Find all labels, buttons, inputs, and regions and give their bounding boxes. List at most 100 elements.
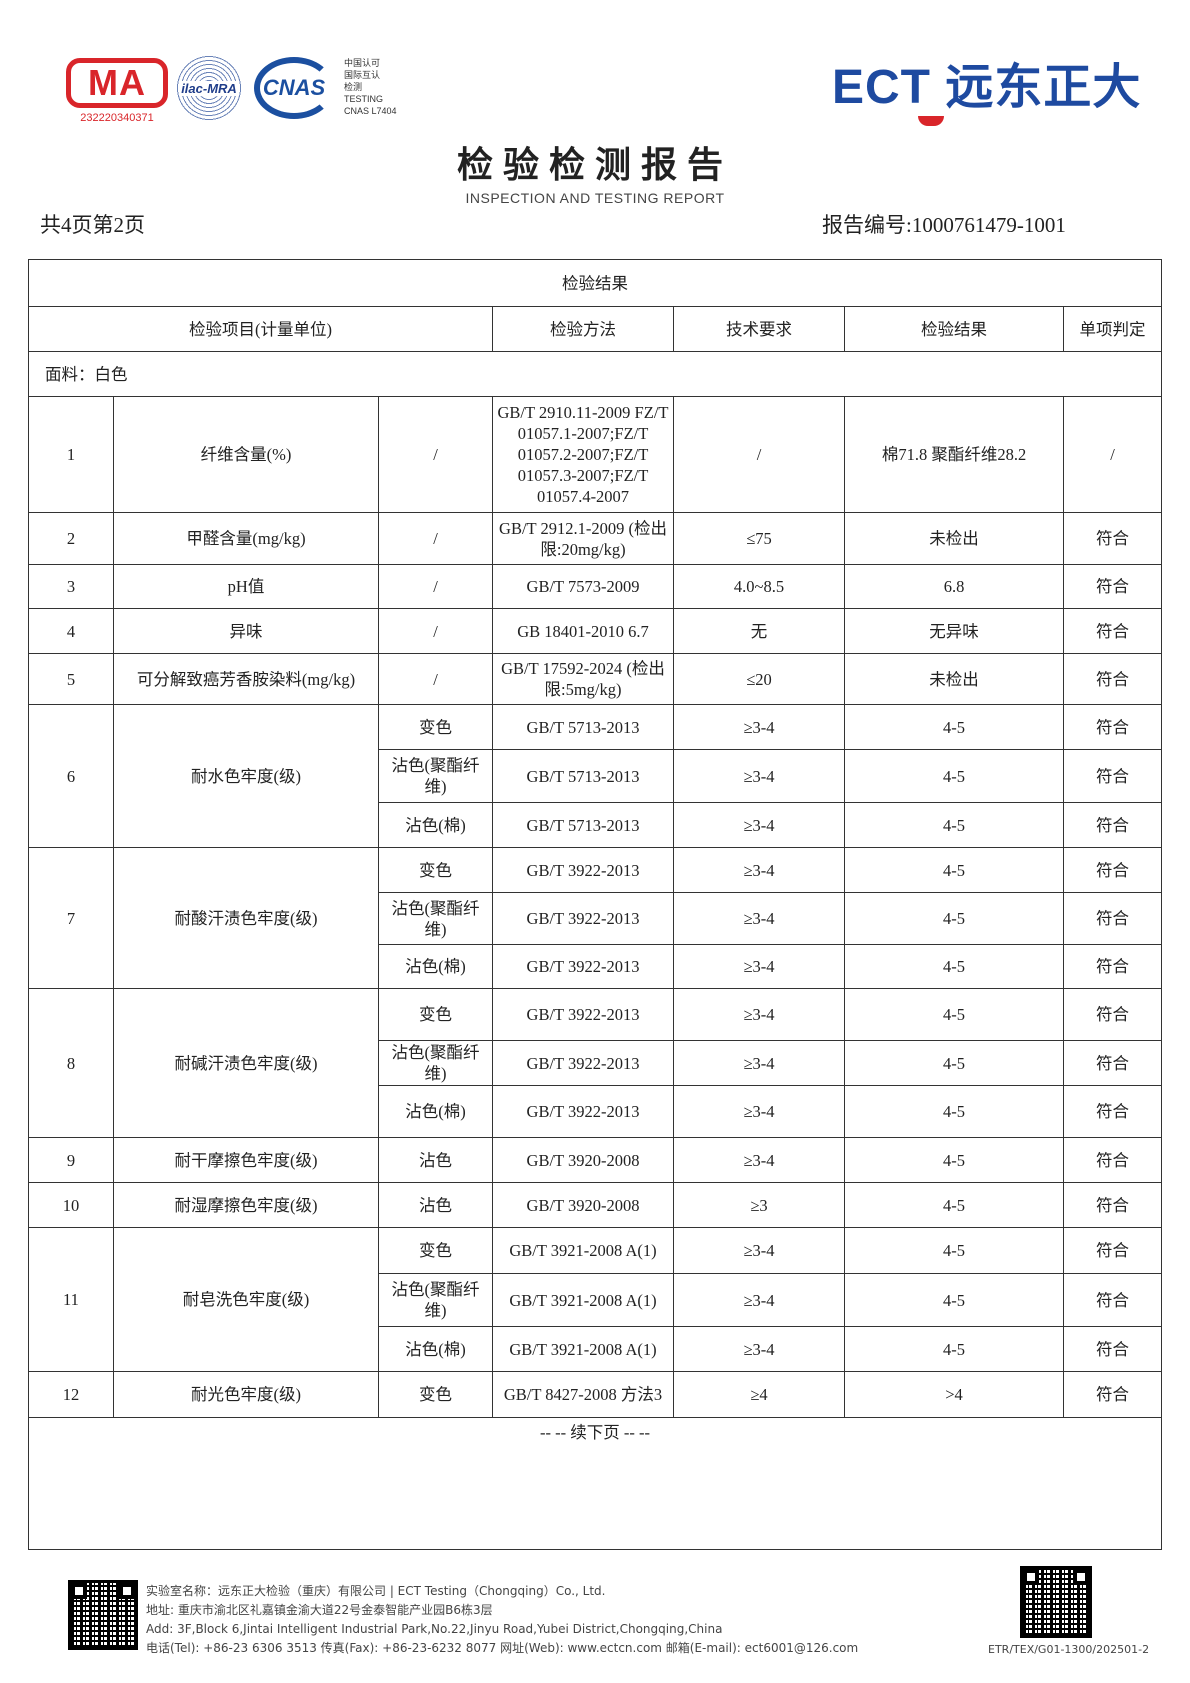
- verdict: 符合: [1062, 892, 1163, 945]
- verdict: 符合: [1062, 847, 1163, 893]
- test-item: 耐干摩擦色牢度(级): [113, 1137, 379, 1183]
- test-method: GB/T 7573-2009: [492, 564, 674, 609]
- table-row: 沾色(棉) GB/T 3922-2013 ≥3-4 4-5 符合: [29, 1085, 1163, 1138]
- test-item: 耐光色牢度(级): [113, 1371, 379, 1418]
- footer-contact: 电话(Tel): +86-23 6306 3513 传真(Fax): +86-2…: [146, 1641, 859, 1655]
- table-caption: 检验结果: [27, 259, 1163, 307]
- test-method: GB/T 17592-2024 (检出限:5mg/kg): [492, 653, 674, 705]
- sub-item: /: [378, 396, 493, 513]
- test-item: 耐水色牢度(级): [113, 704, 379, 848]
- test-result: 4-5: [844, 1085, 1064, 1138]
- row-number: 6: [28, 704, 114, 848]
- report-title: 检验检测报告: [456, 145, 733, 186]
- sub-item: 沾色: [378, 1137, 493, 1183]
- header-result: 检验结果: [844, 306, 1064, 352]
- test-result: 棉71.8 聚酯纤维28.2: [844, 396, 1064, 513]
- sub-item: 沾色(棉): [378, 1326, 493, 1372]
- continued-row: -- -- 续下页 -- --: [27, 1417, 1163, 1550]
- verdict: 符合: [1062, 1273, 1163, 1327]
- verdict: 符合: [1062, 1040, 1163, 1086]
- row-number: 10: [28, 1182, 114, 1228]
- requirement: ≥3-4: [673, 704, 845, 750]
- row-number: 4: [28, 608, 114, 654]
- test-result: 4-5: [844, 749, 1064, 803]
- test-method: GB 18401-2010 6.7: [492, 608, 674, 654]
- cnas-text-line: 国际互认: [344, 70, 381, 80]
- test-method: GB/T 2912.1-2009 (检出限:20mg/kg): [492, 512, 674, 565]
- test-item: 甲醛含量(mg/kg): [113, 512, 379, 565]
- verdict: 符合: [1062, 1137, 1163, 1183]
- footer-lab-name: 实验室名称：远东正大检验（重庆）有限公司 | ECT Testing（Chong…: [146, 1584, 606, 1598]
- test-method: GB/T 2910.11-2009 FZ/T 01057.1-2007;FZ/T…: [492, 396, 674, 513]
- table-row: 6 耐水色牢度(级) 变色 GB/T 5713-2013 ≥3-4 4-5 符合: [28, 704, 1163, 848]
- ilac-logo-text: ilac-MRA: [180, 80, 238, 96]
- test-method: GB/T 3922-2013: [492, 1085, 674, 1138]
- cnas-logo: CNAS: [254, 57, 334, 119]
- requirement: ≥3-4: [673, 892, 845, 945]
- table-row: 1 纤维含量(%) / GB/T 2910.11-2009 FZ/T 01057.1-…: [28, 396, 1163, 513]
- test-item: 耐碱汗渍色牢度(级): [113, 988, 379, 1138]
- row-number: 3: [28, 564, 114, 609]
- requirement: ≥4: [673, 1371, 845, 1418]
- sub-item: 变色: [378, 1371, 493, 1418]
- header-verdict: 单项判定: [1062, 306, 1163, 352]
- requirement: ≥3-4: [673, 749, 845, 803]
- footer-info: 实验室名称：远东正大检验（重庆）有限公司 | ECT Testing（Chong…: [146, 1582, 858, 1658]
- verdict: 符合: [1062, 1371, 1163, 1418]
- test-method: GB/T 3920-2008: [492, 1182, 674, 1228]
- sub-item: 沾色(棉): [378, 802, 493, 848]
- table-row: 7 耐酸汗渍色牢度(级) 变色 GB/T 3922-2013 ≥3-4 4-5 符合: [28, 847, 1163, 989]
- row-number: 1: [28, 396, 114, 513]
- cnas-text-line: TESTING: [344, 94, 384, 104]
- header-item: 检验项目(计量单位): [28, 306, 493, 352]
- test-item: 纤维含量(%): [113, 396, 379, 513]
- document-code: ETR/TEX/G01-1300/202501-2: [988, 1643, 1150, 1656]
- table-row: 2 甲醛含量(mg/kg) / GB/T 2912.1-2009 (检出限:20mg/…: [28, 512, 1163, 565]
- test-result: 4-5: [844, 1273, 1064, 1327]
- requirement: ≥3: [673, 1182, 845, 1228]
- table-row: 沾色(聚酯纤维) GB/T 3922-2013 ≥3-4 4-5 符合: [29, 892, 1163, 945]
- cma-logo: MA: [66, 58, 168, 108]
- sub-item: 沾色(聚酯纤维): [378, 749, 493, 803]
- test-method: GB/T 3921-2008 A(1): [492, 1273, 674, 1327]
- test-result: 4-5: [844, 1326, 1064, 1372]
- table-row: 沾色(棉) GB/T 3921-2008 A(1) ≥3-4 4-5 符合: [29, 1326, 1163, 1372]
- test-result: 4-5: [844, 1182, 1064, 1228]
- sub-item: 变色: [378, 704, 493, 750]
- ect-brand-logo: ECT 远东正大: [832, 61, 1142, 114]
- test-method: GB/T 3922-2013: [492, 1040, 674, 1086]
- test-result: 4-5: [844, 704, 1064, 750]
- requirement: 无: [673, 608, 845, 654]
- requirement: ≥3-4: [673, 1137, 845, 1183]
- sub-item: 变色: [378, 1227, 493, 1274]
- requirement: ≤75: [673, 512, 845, 565]
- cnas-text-line: 检测: [344, 82, 363, 92]
- results-table: 检验结果 检验项目(计量单位) 检验方法 技术要求 检验结果 单项判定 面料：白…: [27, 259, 1163, 1550]
- test-method: GB/T 3922-2013: [492, 944, 674, 989]
- verdict: 符合: [1062, 608, 1163, 654]
- test-result: 未检出: [844, 653, 1064, 705]
- test-method: GB/T 3921-2008 A(1): [492, 1326, 674, 1372]
- table-row: 3 pH值 / GB/T 7573-2009 4.0~8.5 6.8 符合: [28, 564, 1163, 609]
- table-row: 9 耐干摩擦色牢度(级) 沾色 GB/T 3920-2008 ≥3-4 4-5 符合: [28, 1137, 1163, 1183]
- row-number: 7: [28, 847, 114, 989]
- table-row: 5 可分解致癌芳香胺染料(mg/kg) / GB/T 17592-2024 (检出限:…: [28, 653, 1163, 705]
- test-item: 耐湿摩擦色牢度(级): [113, 1182, 379, 1228]
- sub-item: /: [378, 512, 493, 565]
- table-row: 10 耐湿摩擦色牢度(级) 沾色 GB/T 3920-2008 ≥3 4-5 符合: [28, 1182, 1163, 1228]
- test-result: 6.8: [844, 564, 1064, 609]
- test-method: GB/T 3922-2013: [492, 847, 674, 893]
- sub-item: 变色: [378, 847, 493, 893]
- row-number: 12: [28, 1371, 114, 1418]
- row-number: 11: [28, 1227, 114, 1372]
- fabric-section: 面料：白色: [27, 351, 1163, 397]
- test-result: 未检出: [844, 512, 1064, 565]
- table-row: 8 耐碱汗渍色牢度(级) 变色 GB/T 3922-2013 ≥3-4 4-5 符合: [28, 988, 1163, 1138]
- cnas-text-line: CNAS L7404: [344, 106, 397, 116]
- requirement: ≥3-4: [673, 1085, 845, 1138]
- verdict: 符合: [1062, 802, 1163, 848]
- test-result: 无异味: [844, 608, 1064, 654]
- sub-item: 沾色(聚酯纤维): [378, 1273, 493, 1327]
- sub-item: 变色: [378, 988, 493, 1041]
- test-item: 耐酸汗渍色牢度(级): [113, 847, 379, 989]
